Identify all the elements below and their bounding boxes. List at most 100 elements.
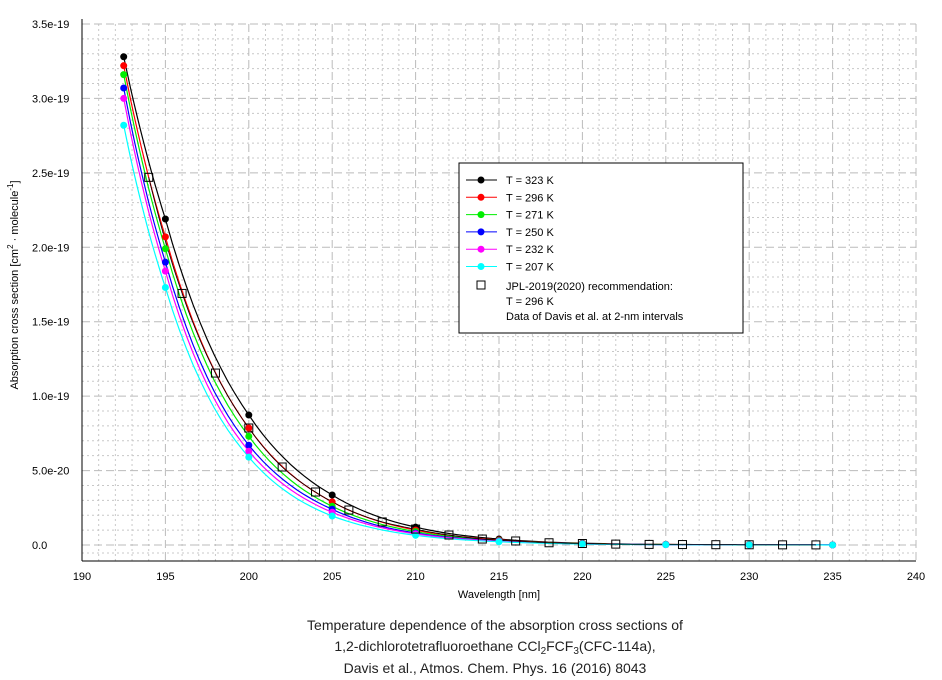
data-point <box>745 541 753 549</box>
reference-point <box>344 505 354 515</box>
x-tick-label: 190 <box>73 571 91 583</box>
legend-label: T = 250 K <box>506 227 554 239</box>
reference-point <box>577 539 587 549</box>
reference-point <box>511 536 521 546</box>
legend-label: T = 296 K <box>506 296 554 308</box>
legend-marker <box>477 193 485 201</box>
reference-line <box>148 177 816 546</box>
data-point <box>578 540 586 548</box>
reference-point <box>177 288 187 298</box>
legend-label: T = 271 K <box>506 210 554 222</box>
x-tick-label: 225 <box>657 571 675 583</box>
data-point <box>245 441 253 449</box>
legend-label: JPL-2019(2020) recommendation: <box>506 281 673 293</box>
y-axis-label-part: 2 <box>6 244 15 249</box>
x-tick-label: 240 <box>907 571 925 583</box>
legend-marker <box>477 228 485 236</box>
x-tick-label: 195 <box>156 571 174 583</box>
data-point <box>120 121 128 129</box>
caption-line-2: 1,2-dichlorotetrafluoroethane CCl2FCF3(C… <box>0 637 942 657</box>
caption-sub: 3 <box>573 646 579 657</box>
reference-point <box>744 540 754 550</box>
reference-point <box>711 540 721 550</box>
reference-point <box>544 538 554 548</box>
caption-text: 1,2-dichlorotetrafluoroethane CCl <box>334 638 541 654</box>
y-tick-label: 1.5e-19 <box>32 317 69 329</box>
x-axis-label: Wavelength [nm] <box>458 589 540 601</box>
data-point <box>662 541 670 549</box>
data-point <box>245 411 253 419</box>
reference-point <box>677 540 687 550</box>
x-tick-label: 210 <box>406 571 424 583</box>
data-point <box>161 267 169 275</box>
caption-sub: 2 <box>540 646 547 657</box>
data-point <box>120 53 128 61</box>
y-axis-label-part: · molecule <box>9 191 21 245</box>
reference-point <box>311 487 321 497</box>
data-point <box>120 94 128 102</box>
y-axis-label-part: -1 <box>6 183 15 191</box>
data-point <box>245 447 253 455</box>
reference-point <box>377 517 387 527</box>
data-point <box>328 512 336 520</box>
legend-label: T = 207 K <box>506 262 554 274</box>
data-point <box>245 424 253 432</box>
data-point <box>245 432 253 440</box>
reference-point <box>811 540 821 550</box>
legend-label: T = 232 K <box>506 244 554 256</box>
data-point <box>412 531 420 539</box>
caption-text: FCF <box>546 638 574 654</box>
y-tick-label: 1.0e-19 <box>32 391 69 403</box>
legend-label: T = 296 K <box>506 192 554 204</box>
y-axis-label-part: ] <box>9 180 21 183</box>
y-tick-label: 2.5e-19 <box>32 168 69 180</box>
caption-line-1: Temperature dependence of the absorption… <box>307 617 683 633</box>
y-tick-label: 5.0e-20 <box>32 466 69 478</box>
data-point <box>120 62 128 70</box>
y-tick-label: 2.0e-19 <box>32 242 69 254</box>
legend-marker <box>477 245 485 253</box>
reference-point <box>277 462 287 472</box>
x-tick-label: 215 <box>490 571 508 583</box>
x-tick-label: 220 <box>573 571 591 583</box>
y-tick-label: 3.5e-19 <box>32 19 69 31</box>
legend-marker <box>477 211 485 219</box>
reference-point <box>144 172 154 182</box>
data-point <box>245 453 253 461</box>
y-tick-label: 3.0e-19 <box>32 93 69 105</box>
data-point <box>161 233 169 241</box>
data-point <box>161 215 169 223</box>
data-point <box>161 258 169 266</box>
data-point <box>328 491 336 499</box>
reference-point <box>244 423 254 433</box>
reference-point <box>778 540 788 550</box>
reference-point <box>444 530 454 540</box>
reference-point <box>210 368 220 378</box>
legend-label: T = 323 K <box>506 175 554 187</box>
x-tick-label: 230 <box>740 571 758 583</box>
reference-point <box>411 524 421 534</box>
legend-marker <box>477 263 485 270</box>
data-point <box>829 541 837 549</box>
legend-marker <box>476 280 486 290</box>
data-point <box>161 245 169 253</box>
reference-point <box>477 534 487 544</box>
data-point <box>120 84 128 92</box>
x-tick-label: 200 <box>240 571 258 583</box>
y-axis-label: Absorption cross section [cm2 · molecule… <box>6 180 21 389</box>
y-tick-label: 0.0 <box>32 540 47 552</box>
y-axis-label-part: Absorption cross section [cm <box>9 249 21 390</box>
caption-text: (CFC-114a), <box>578 638 656 654</box>
x-tick-label: 235 <box>823 571 841 583</box>
data-point <box>120 71 128 79</box>
reference-point <box>611 539 621 549</box>
legend-box <box>458 162 744 334</box>
caption-line-3: Davis et al., Atmos. Chem. Phys. 16 (201… <box>343 660 647 676</box>
data-point <box>161 283 169 291</box>
legend-label: Data of Davis et al. at 2-nm intervals <box>506 311 684 323</box>
x-tick-label: 205 <box>323 571 341 583</box>
reference-point <box>644 539 654 549</box>
legend-marker <box>477 176 485 184</box>
data-point <box>495 538 503 546</box>
